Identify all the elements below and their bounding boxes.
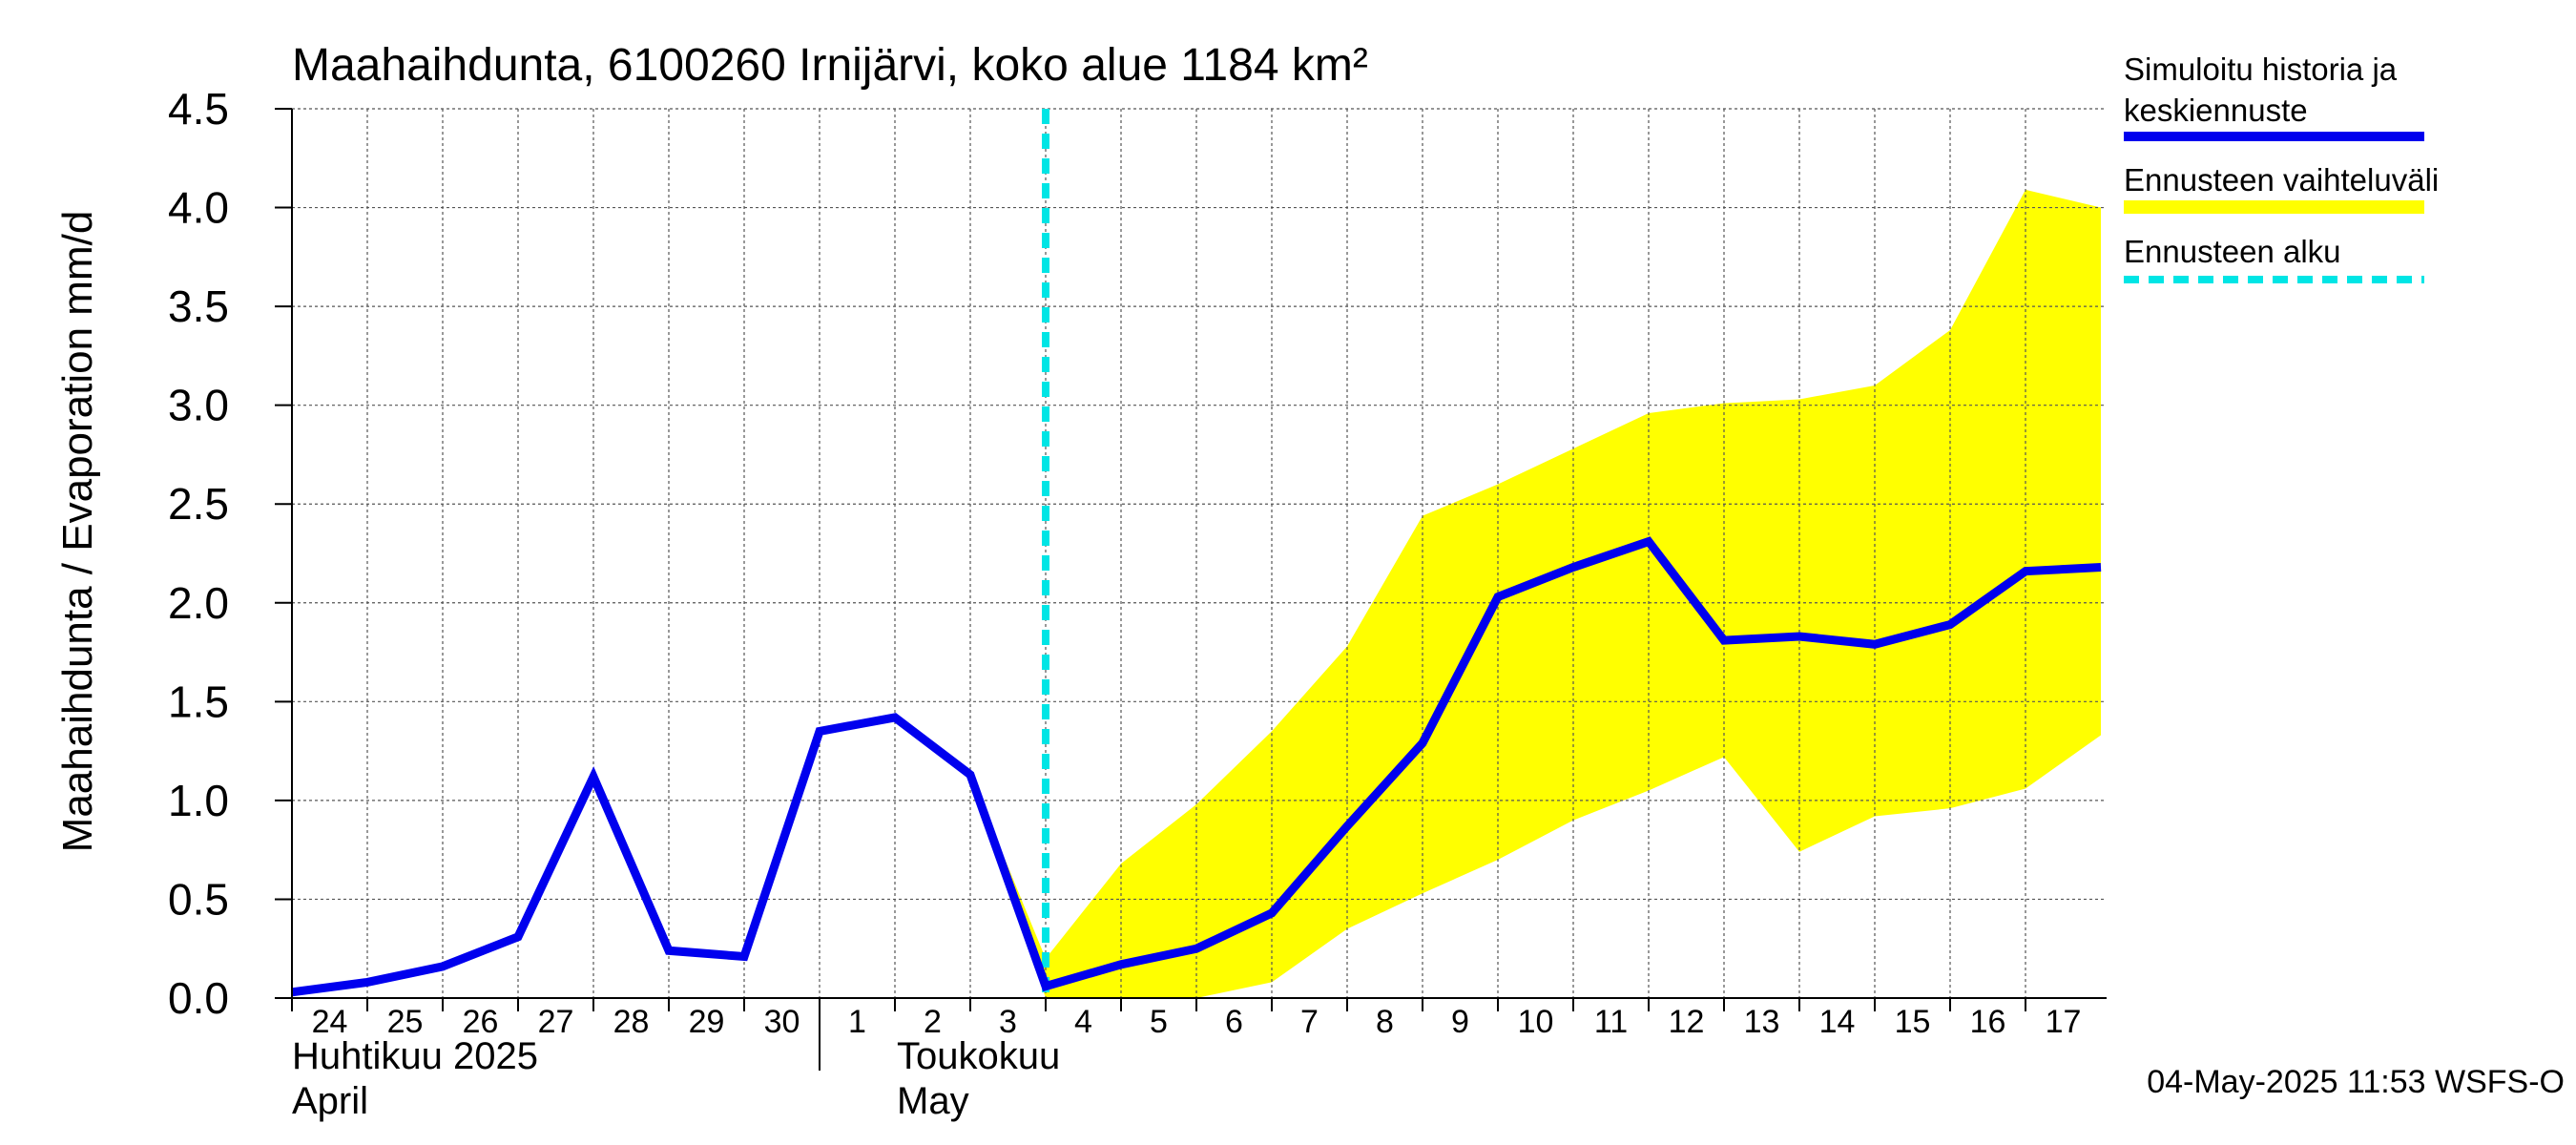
x-tick-label-17: 11 xyxy=(1594,1004,1628,1040)
x-tick-label-13: 7 xyxy=(1300,1004,1319,1040)
x-tick-label-4: 28 xyxy=(613,1004,650,1040)
month-label-april-fi: Huhtikuu 2025 xyxy=(292,1035,538,1077)
x-tick-label-20: 14 xyxy=(1819,1004,1856,1040)
x-tick-label-14: 8 xyxy=(1376,1004,1394,1040)
footer-timestamp: 04-May-2025 11:53 WSFS-O xyxy=(2147,1064,2565,1100)
x-tick-label-1: 25 xyxy=(387,1004,424,1040)
y-tick-label-1: 0.5 xyxy=(168,874,229,924)
y-tick-label-3: 1.5 xyxy=(168,677,229,726)
month-labels: Huhtikuu 2025 April Toukokuu May xyxy=(292,1035,1060,1122)
x-tick-label-5: 29 xyxy=(689,1004,725,1040)
y-tick-label-8: 4.0 xyxy=(168,183,229,233)
month-label-may-en: May xyxy=(897,1080,969,1122)
legend: Simuloitu historia ja keskiennuste Ennus… xyxy=(2124,52,2439,283)
x-tick-label-23: 17 xyxy=(2046,1004,2082,1040)
x-tick-label-18: 12 xyxy=(1669,1004,1705,1040)
x-tick-label-22: 16 xyxy=(1970,1004,2006,1040)
series-layer xyxy=(291,536,2102,997)
x-tick-label-11: 5 xyxy=(1150,1004,1168,1040)
x-tick-label-9: 3 xyxy=(999,1004,1017,1040)
y-tick-label-5: 2.5 xyxy=(168,479,229,529)
series-line-0 xyxy=(291,536,2102,997)
legend-label-range: Ennusteen vaihteluväli xyxy=(2124,162,2439,198)
chart-title: Maahaihdunta, 6100260 Irnijärvi, koko al… xyxy=(292,40,1368,91)
y-tick-label-7: 3.5 xyxy=(168,281,229,331)
x-tick-label-2: 26 xyxy=(463,1004,499,1040)
x-tick-label-15: 9 xyxy=(1451,1004,1469,1040)
legend-label-simulated-line2: keskiennuste xyxy=(2124,93,2308,128)
x-tick-label-6: 30 xyxy=(764,1004,800,1040)
x-tick-label-21: 15 xyxy=(1895,1004,1931,1040)
y-tick-label-9: 4.5 xyxy=(168,84,229,134)
forecast-range-band-layer xyxy=(970,189,2101,999)
grid-layer xyxy=(291,108,2107,999)
legend-label-forecast-start: Ennusteen alku xyxy=(2124,234,2341,269)
y-tick-label-0: 0.0 xyxy=(168,973,229,1023)
x-tick-label-8: 2 xyxy=(924,1004,942,1040)
x-tick-label-0: 24 xyxy=(312,1004,348,1040)
y-tick-label-6: 3.0 xyxy=(168,381,229,430)
axis-layer: 0.00.51.01.52.02.53.03.54.04.524 25 26 27 28… xyxy=(168,84,2107,1071)
legend-label-simulated-line1: Simuloitu historia ja xyxy=(2124,52,2398,87)
x-tick-label-7: 1 xyxy=(848,1004,866,1040)
y-axis-label: Maahaihdunta / Evaporation mm/d xyxy=(54,211,101,853)
x-tick-label-12: 6 xyxy=(1225,1004,1243,1040)
y-tick-label-2: 1.0 xyxy=(168,776,229,825)
x-tick-label-16: 10 xyxy=(1518,1004,1554,1040)
y-tick-label-4: 2.0 xyxy=(168,578,229,628)
month-label-may-fi: Toukokuu xyxy=(897,1035,1060,1077)
x-tick-label-19: 13 xyxy=(1744,1004,1780,1040)
month-label-april-en: April xyxy=(292,1080,368,1122)
x-tick-label-3: 27 xyxy=(538,1004,574,1040)
forecast-range-band xyxy=(970,189,2101,999)
x-tick-label-10: 4 xyxy=(1074,1004,1092,1040)
